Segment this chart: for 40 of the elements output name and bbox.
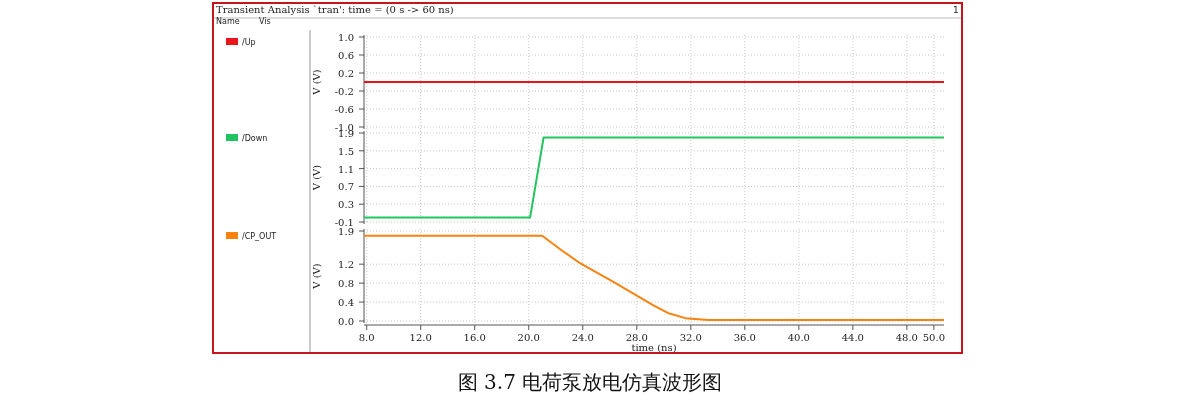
y-tick-label: 0.7 (338, 181, 354, 193)
legend-label: /Down (242, 134, 268, 143)
y-tick-label: -0.1 (334, 217, 354, 228)
x-tick-label: 20.0 (517, 332, 540, 343)
text: Vis (259, 17, 271, 26)
y-tick-label: 0.0 (338, 316, 354, 327)
y-tick-label: 0.4 (338, 297, 354, 309)
text: 1 (953, 5, 959, 15)
y-axis-title: V (V) (311, 69, 322, 96)
x-axis-title: time (ns) (631, 342, 677, 353)
y-tick-label: -0.2 (334, 86, 354, 97)
x-tick-label: 16.0 (463, 332, 486, 343)
y-tick-label: 0.2 (338, 68, 354, 79)
legend-label: /CP_OUT (242, 232, 277, 241)
y-tick-label: 1.1 (338, 163, 354, 175)
legend-label: /Up (242, 38, 256, 47)
text: Name (216, 17, 240, 26)
caption: 图 3.7 电荷泵放电仿真波形图 (457, 370, 723, 394)
y-tick-label: 0.8 (338, 278, 354, 290)
y-tick-label: 0.3 (338, 199, 354, 211)
x-tick-label: 32.0 (679, 332, 702, 343)
x-tick-label: 12.0 (409, 332, 432, 343)
y-axis-title: V (V) (311, 164, 322, 192)
y-tick-label: 1.2 (338, 259, 354, 271)
y-tick-label: 1.0 (338, 32, 354, 43)
x-tick-label: 36.0 (733, 332, 756, 343)
x-tick-label: 8.0 (358, 332, 375, 343)
x-tick-label: 28.0 (625, 332, 648, 343)
chart-title: Transient Analysis `tran': time = (0 s -> 60 ns) (216, 4, 454, 15)
y-tick-label: 0.6 (338, 50, 354, 61)
x-tick-label: 40.0 (787, 332, 810, 343)
x-tick-label: 24.0 (571, 332, 594, 343)
x-tick-label: 50.0 (922, 332, 945, 343)
x-tick-label: 44.0 (841, 332, 864, 343)
y-tick-label: 1.9 (338, 226, 354, 237)
y-tick-label: -0.6 (334, 104, 354, 115)
x-tick-label: 48.0 (895, 332, 918, 343)
line-series (363, 234, 945, 322)
y-tick-label: 1.5 (338, 145, 354, 157)
y-axis-title: V (V) (311, 263, 322, 290)
